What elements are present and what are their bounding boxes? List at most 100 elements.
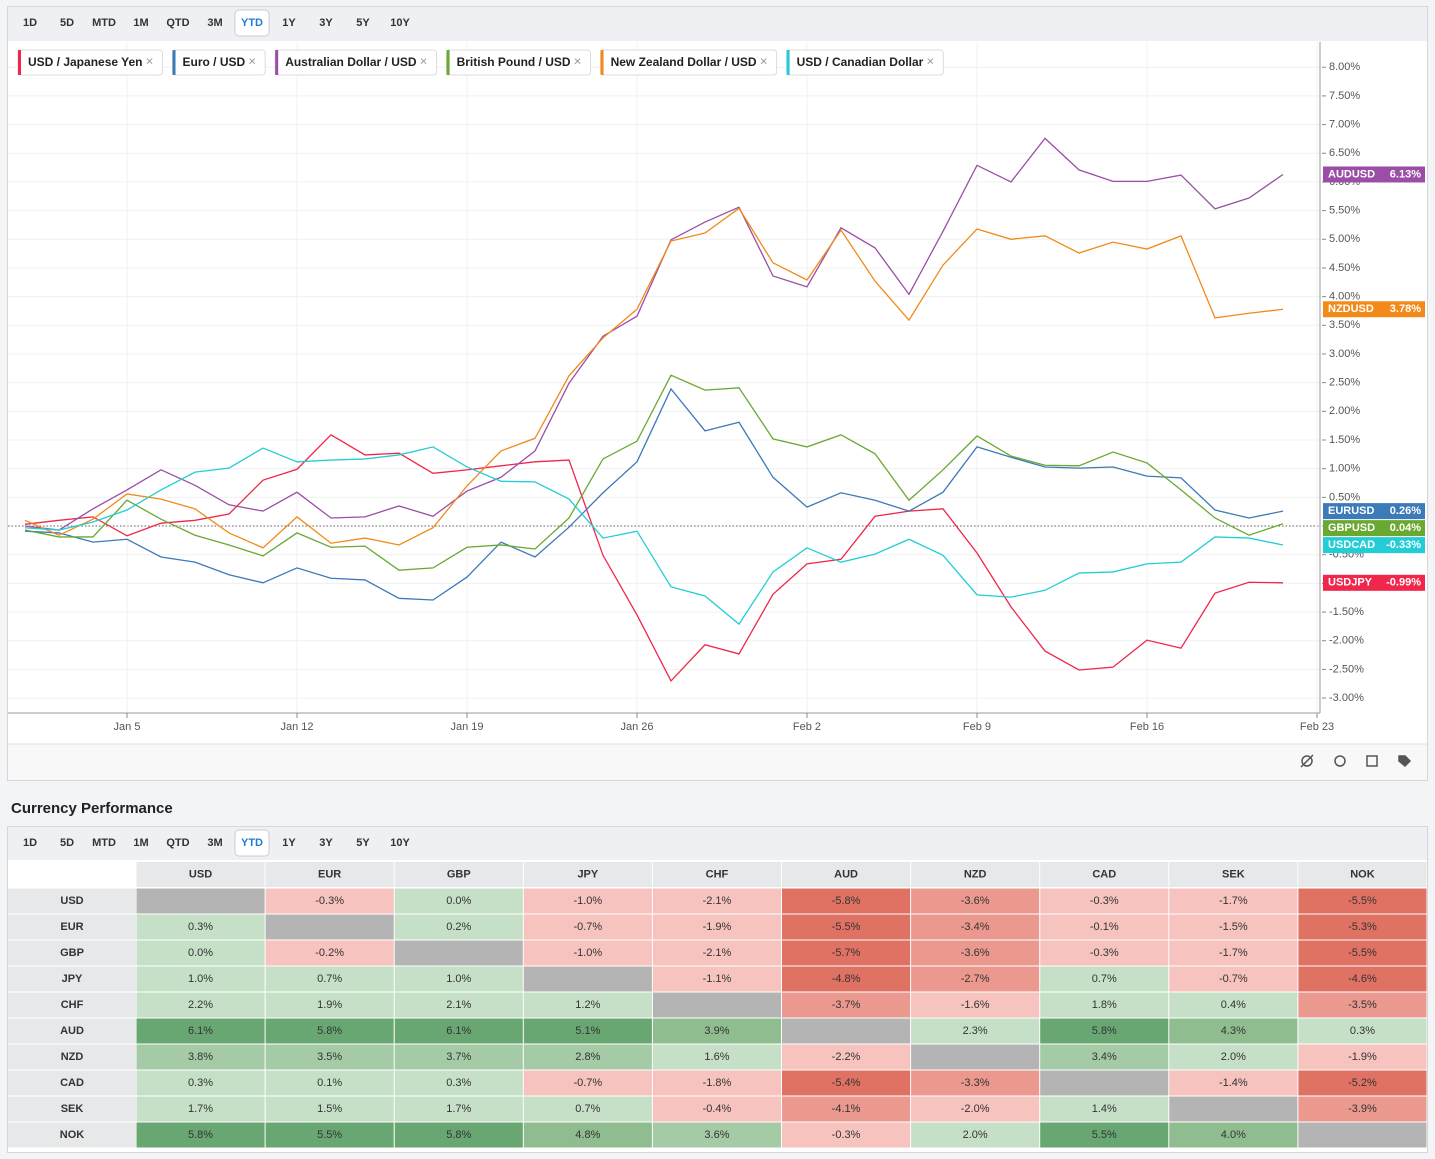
table-cell-value: -5.3% <box>1348 921 1377 933</box>
table-cell <box>652 966 781 992</box>
period-button[interactable]: 5Y <box>356 17 370 29</box>
table-cell-value: -5.8% <box>832 895 861 907</box>
column-header-cell <box>136 862 265 887</box>
legend-remove[interactable]: × <box>927 53 935 68</box>
period-button[interactable]: 5Y <box>356 837 370 849</box>
table-cell <box>1169 1070 1298 1096</box>
table-cell <box>782 992 911 1018</box>
table-cell <box>394 966 523 992</box>
table-cell-value: -0.1% <box>1090 921 1119 933</box>
period-button-active[interactable] <box>234 829 270 857</box>
hide-icon[interactable] <box>1301 755 1313 767</box>
table-cell-value: -4.8% <box>832 973 861 985</box>
period-button[interactable]: 3Y <box>319 837 333 849</box>
period-button[interactable]: YTD <box>241 17 263 29</box>
table-cell-value: 1.5% <box>317 1103 342 1115</box>
table-cell <box>911 966 1040 992</box>
table-cell <box>1169 914 1298 940</box>
legend-label[interactable]: British Pound / USD <box>457 55 571 69</box>
period-button[interactable]: 1M <box>133 837 148 849</box>
end-badge-value: 6.13% <box>1390 168 1421 180</box>
end-badge <box>1323 520 1425 537</box>
table-cell-value: 1.0% <box>446 973 471 985</box>
table-cell-value: 0.3% <box>188 921 213 933</box>
table-cell <box>1298 888 1427 914</box>
y-tick-label: 4.00% <box>1329 291 1360 303</box>
period-button[interactable]: MTD <box>92 837 116 849</box>
table-cell <box>523 1044 652 1070</box>
column-header: USD <box>189 868 212 880</box>
table-cell <box>782 1070 911 1096</box>
table-cell-value: 5.8% <box>446 1129 471 1141</box>
end-badge-value: 3.78% <box>1390 303 1421 315</box>
period-button[interactable]: 1M <box>133 17 148 29</box>
period-button[interactable]: QTD <box>166 837 189 849</box>
legend-remove[interactable]: × <box>760 53 768 68</box>
table-cell <box>1169 1096 1298 1122</box>
legend-label[interactable]: Euro / USD <box>183 55 246 69</box>
period-button[interactable]: 3M <box>207 837 222 849</box>
period-button[interactable]: 1D <box>23 837 37 849</box>
reset-icon[interactable] <box>1334 755 1346 767</box>
period-button[interactable]: 10Y <box>390 17 410 29</box>
table-cell-value: -0.3% <box>1090 947 1119 959</box>
table-cell <box>911 992 1040 1018</box>
table-cell-value: 5.5% <box>317 1129 342 1141</box>
period-button[interactable]: QTD <box>166 17 189 29</box>
period-button[interactable]: 10Y <box>390 837 410 849</box>
legend-label[interactable]: USD / Japanese Yen <box>28 55 143 69</box>
legend-remove[interactable]: × <box>420 53 428 68</box>
row-header-cell <box>8 966 136 992</box>
legend-remove[interactable]: × <box>146 53 154 68</box>
y-tick-label: 1.50% <box>1329 434 1360 446</box>
row-header: AUD <box>60 1025 84 1037</box>
column-header-cell <box>782 862 911 887</box>
legend-remove[interactable]: × <box>248 53 256 68</box>
period-button-active[interactable] <box>234 9 270 37</box>
period-button[interactable]: MTD <box>92 17 116 29</box>
table-cell <box>136 1018 265 1044</box>
table-cell-value: 3.9% <box>704 1025 729 1037</box>
table-cell <box>782 914 911 940</box>
table-cell <box>394 940 523 966</box>
table-cell <box>652 914 781 940</box>
table-cell-value: 1.9% <box>317 999 342 1011</box>
table-cell-value: -4.1% <box>832 1103 861 1115</box>
toolbar-icons[interactable] <box>1300 754 1412 768</box>
table-cell <box>523 1096 652 1122</box>
legend-swatch <box>600 50 604 75</box>
table-cell <box>1298 914 1427 940</box>
table-cell-value: 3.5% <box>317 1051 342 1063</box>
column-header: GBP <box>447 868 471 880</box>
period-button[interactable]: 5D <box>60 17 74 29</box>
legend-label[interactable]: Australian Dollar / USD <box>285 55 417 69</box>
table-cell <box>1040 1122 1169 1148</box>
period-button[interactable]: 3M <box>207 17 222 29</box>
end-badge-name: NZDUSD <box>1328 303 1374 315</box>
row-header: NOK <box>60 1129 85 1141</box>
table-cell <box>1298 966 1427 992</box>
period-button[interactable]: 3Y <box>319 17 333 29</box>
table-cell <box>911 1122 1040 1148</box>
tag-icon[interactable] <box>1398 755 1412 768</box>
legend-remove[interactable]: × <box>574 53 582 68</box>
grid-icon[interactable] <box>1366 755 1378 767</box>
table-cell-value: -0.2% <box>315 947 344 959</box>
legend-label[interactable]: New Zealand Dollar / USD <box>611 55 757 69</box>
table-cell <box>1040 888 1169 914</box>
period-button[interactable]: 1D <box>23 17 37 29</box>
legend-label[interactable]: USD / Canadian Dollar <box>797 55 924 69</box>
table-cell <box>523 992 652 1018</box>
table-cell-value: 2.2% <box>188 999 213 1011</box>
table-cell-value: 1.0% <box>188 973 213 985</box>
table-cell <box>1169 1122 1298 1148</box>
end-badge-value: 0.04% <box>1390 522 1421 534</box>
x-tick-label: Jan 19 <box>450 721 483 733</box>
hide-icon-slash <box>1300 754 1314 768</box>
period-button[interactable]: 5D <box>60 837 74 849</box>
period-button[interactable]: 1Y <box>282 837 296 849</box>
table-cell <box>265 966 394 992</box>
period-button[interactable]: 1Y <box>282 17 296 29</box>
period-button[interactable]: YTD <box>241 837 263 849</box>
y-tick-label: 7.00% <box>1329 118 1360 130</box>
